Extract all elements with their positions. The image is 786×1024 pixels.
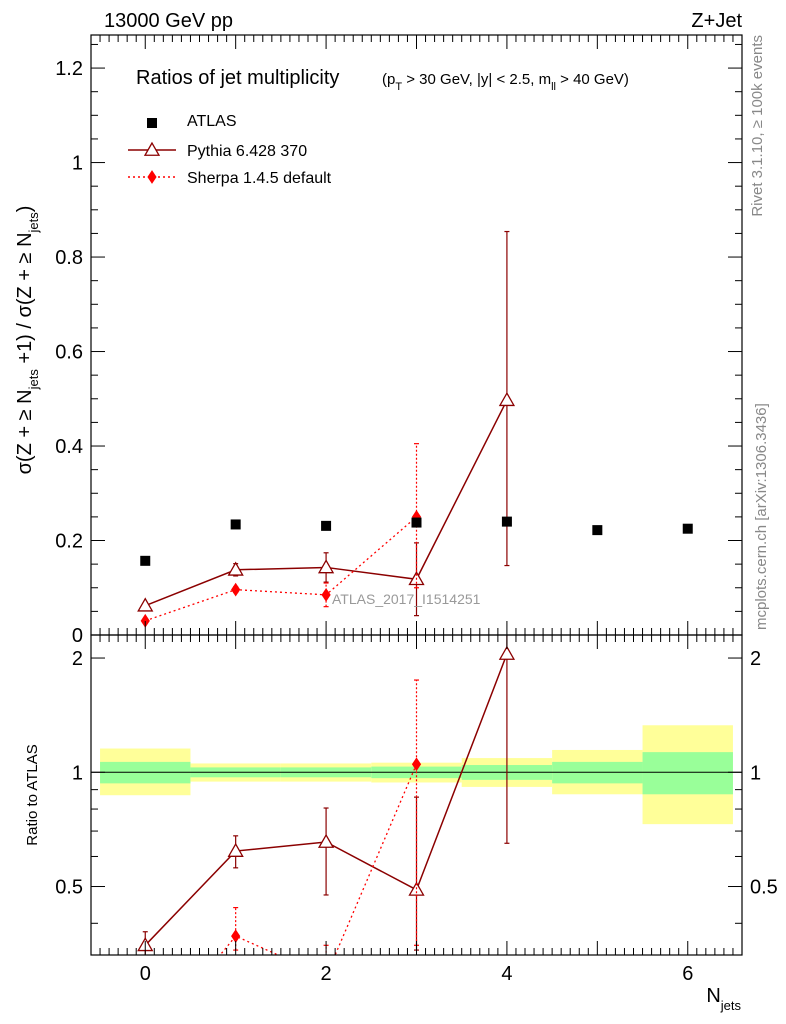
ratio-ytick-label-right-0: 0.5 [750,877,778,899]
main-data-layer [137,230,693,628]
ratio-series-1-point-1 [231,929,241,944]
main-series-0-point-5 [592,525,603,536]
main-series-2-point-1 [231,582,241,597]
main-title: Ratios of jet multiplicity [136,67,339,89]
legend-label-0: ATLAS [187,113,237,130]
main-series-0-point-4 [501,516,512,527]
ratio-data-layer [137,635,516,955]
main-series-0-point-0 [140,555,151,566]
ratio-band-inner-6 [642,752,733,795]
main-series-0-point-3 [411,517,422,528]
main-series-0-point-1 [230,519,241,530]
main-y-axis-label: σ(Z + ≥ Njets +1) / σ(Z + ≥ Njets) [14,206,41,475]
ratio-series-1-line [219,763,418,955]
watermark-analysis-id: ATLAS_2017_I1514251 [332,591,481,607]
mcplots-reference-label: mcplots.cern.ch [arXiv:1306.3436] [753,403,770,630]
main-ytick-label-3: 0.6 [55,342,83,364]
main-series-2-line [145,516,417,622]
ratio-ytick-label-left-1: 1 [72,762,83,784]
axis-ticks: 00.20.40.60.811.20.5 0.51 12 20 2 4 6 [55,35,778,985]
main-series-0-point-6 [682,523,693,534]
ratio-series-0-point-4 [498,645,516,660]
ratio-ytick-label-left-0: 0.5 [55,877,83,899]
ratio-series-0-point-1 [227,842,244,857]
header-collision-label: 13000 GeV pp [104,10,233,32]
ratio-series-0-point-2 [317,833,335,848]
xtick-label-3: 6 [682,963,693,985]
main-ytick-label-1: 0.2 [55,531,83,553]
ratio-series-0-line [144,653,508,946]
main-series-1-point-2 [317,559,335,574]
rivet-version-label: Rivet 3.1.10, ≥ 100k events [749,35,766,217]
main-series-1-point-1 [227,561,244,576]
ratio-series-1-point-3 [411,757,422,772]
main-series-0-point-2 [321,520,332,531]
legend-marker-0 [147,118,157,128]
ratio-ytick-label-right-1: 1 [750,762,761,784]
xtick-label-1: 2 [321,963,332,985]
legend-label-2: Sherpa 1.4.5 default [187,170,332,187]
ratio-y-axis-label: Ratio to ATLAS [24,744,41,845]
main-ytick-label-5: 1 [72,153,83,175]
main-ytick-label-2: 0.4 [55,436,83,458]
legend: ATLAS Pythia 6.428 370 Sherpa 1.4.5 defaul… [128,113,332,187]
legend-marker-2 [147,170,157,184]
main-ytick-label-4: 0.8 [55,247,83,269]
main-title-cuts: (pT > 30 GeV, |y| < 2.5, mll > 40 GeV) [382,71,629,93]
xtick-label-2: 4 [501,963,512,985]
ratio-ytick-label-right-2: 2 [750,648,761,670]
main-ytick-label-0: 0 [72,625,83,647]
main-series-2-point-2 [321,587,331,602]
ratio-ytick-label-left-2: 2 [72,648,83,670]
legend-label-1: Pythia 6.428 370 [187,143,307,160]
main-ytick-label-6: 1.2 [55,58,83,80]
x-axis-label: Njets [706,985,741,1013]
main-series-1-point-0 [137,597,154,612]
header-process-label: Z+Jet [691,10,742,32]
main-series-1-point-4 [498,391,516,407]
xtick-label-0: 0 [140,963,151,985]
legend-marker-1 [143,141,161,156]
